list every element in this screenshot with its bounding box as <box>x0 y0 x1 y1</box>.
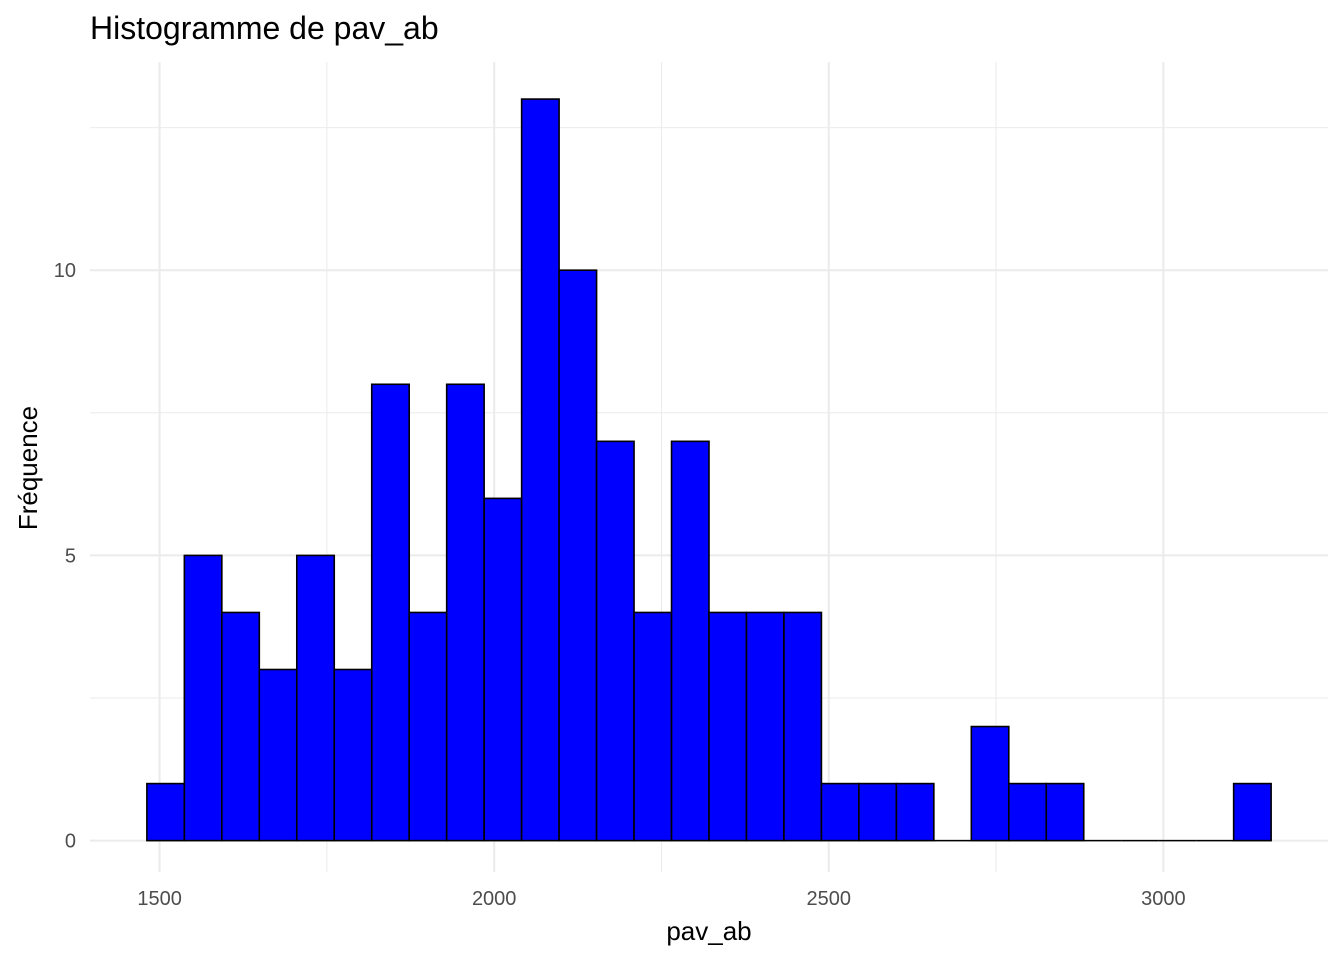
histogram-bar-1 <box>183 554 223 842</box>
histogram-bar-5 <box>333 668 373 842</box>
x-tick-label-3: 3000 <box>1141 888 1186 910</box>
histogram-bar-15 <box>708 611 748 842</box>
y-tick-label-1: 5 <box>65 545 76 567</box>
histogram-bar-2 <box>221 611 261 842</box>
histogram-bar-13 <box>633 611 673 842</box>
histogram-bar-6 <box>370 383 411 842</box>
histogram-bar-11 <box>558 269 598 842</box>
x-tick-label-2: 2500 <box>807 888 852 910</box>
histogram-bar-20 <box>895 782 935 842</box>
y-tick-label-2: 10 <box>54 260 76 282</box>
histogram-bar-9 <box>483 497 523 842</box>
y-axis-ticks: 0 5 10 <box>54 260 76 852</box>
histogram-bar-18 <box>820 782 860 842</box>
histogram-bar-24 <box>1045 782 1085 842</box>
histogram-bar-14 <box>670 440 710 842</box>
x-tick-label-0: 1500 <box>137 888 182 910</box>
histogram-bar-22 <box>970 725 1010 842</box>
x-tick-label-1: 2000 <box>472 888 517 910</box>
histogram-bar-3 <box>258 668 298 842</box>
y-axis-title: Fréquence <box>13 406 43 530</box>
histogram-bar-0 <box>146 782 186 842</box>
histogram-bar-17 <box>783 611 823 842</box>
chart-title: Histogramme de pav_ab <box>90 10 439 46</box>
x-axis-title: pav_ab <box>666 916 751 946</box>
histogram-bar-19 <box>858 782 898 842</box>
histogram-bar-16 <box>745 611 785 842</box>
histogram-bar-10 <box>520 98 560 842</box>
histogram-bar-8 <box>445 383 485 842</box>
histogram-bar-23 <box>1007 782 1048 842</box>
y-tick-label-0: 0 <box>65 831 76 853</box>
histogram-bar-12 <box>595 440 635 842</box>
histogram-bar-4 <box>295 554 336 842</box>
histogram-bars <box>146 98 1272 842</box>
histogram-bar-29 <box>1232 782 1272 842</box>
x-axis-ticks: 1500 2000 2500 3000 <box>137 888 1185 910</box>
histogram-bar-7 <box>408 611 448 842</box>
